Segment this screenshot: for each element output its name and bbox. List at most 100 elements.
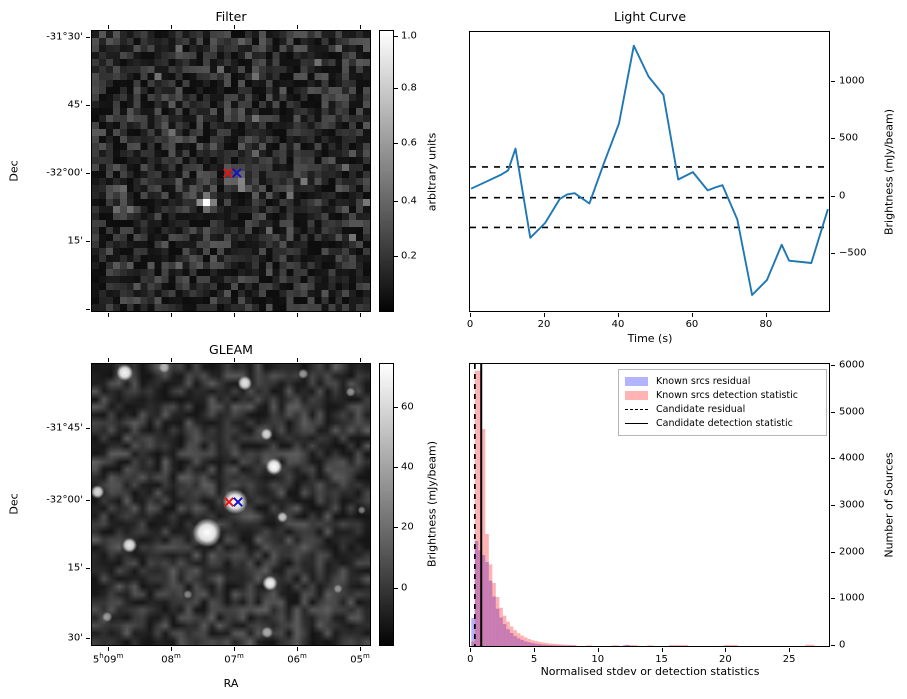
detection-stat-hist-bar — [520, 635, 524, 646]
tick-mark — [86, 638, 90, 640]
detection-stat-hist-bar — [537, 641, 542, 646]
tick-label: 60 — [401, 401, 414, 413]
x-marker — [231, 168, 242, 178]
tick-label: 25 — [782, 654, 796, 665]
tick-label: 0 — [466, 319, 474, 330]
detection-stat-hist-bar — [471, 641, 475, 646]
residual-hist-bar — [513, 635, 517, 646]
filter-ylabel: Dec — [7, 160, 21, 182]
tick-mark — [108, 647, 110, 651]
tick-mark — [297, 647, 299, 651]
tail-hist-bar — [625, 644, 638, 646]
tick-mark — [108, 313, 110, 317]
tick-label: 3000 — [839, 499, 865, 511]
tick-mark — [691, 313, 693, 317]
tick-mark — [394, 255, 398, 257]
tick-mark — [297, 313, 299, 317]
filter-image-panel — [91, 30, 371, 312]
tick-label: -31°45' — [46, 422, 83, 434]
tick-label: 2000 — [839, 546, 865, 558]
residual-hist-bar — [471, 618, 475, 646]
tick-mark — [831, 252, 835, 254]
detection-stat-hist-bar — [509, 626, 514, 646]
tick-mark — [831, 645, 835, 646]
tick-mark — [394, 406, 398, 408]
gleam-source-markers — [224, 497, 243, 507]
x-marker — [233, 497, 243, 507]
filter-colorbar-label: arbitrary units — [425, 132, 439, 212]
residual-hist-bar — [502, 624, 507, 646]
tick-label: 1.0 — [401, 30, 417, 42]
tick-mark — [831, 138, 835, 140]
tick-label: 15 — [655, 654, 668, 665]
tick-mark — [470, 648, 472, 652]
residual-hist-bar — [551, 645, 556, 646]
detection-stat-hist-bar — [569, 644, 573, 646]
gleam-colorbar-label: Brightness (mJy/beam) — [425, 440, 439, 568]
tick-mark — [831, 505, 835, 506]
tick-mark — [171, 313, 173, 317]
tick-label: 0.2 — [401, 250, 417, 262]
detection-stat-hist-bar — [565, 644, 570, 646]
filter-colorbar — [379, 30, 394, 312]
legend-label: Known srcs detection statistic — [656, 389, 798, 401]
tick-label: 40 — [401, 461, 414, 473]
detection-stat-hist-bar — [478, 370, 482, 646]
light-curve-title: Light Curve — [613, 9, 687, 24]
tick-mark — [86, 172, 90, 174]
tick-label: 0 — [401, 582, 408, 594]
tail-hist-bar — [586, 645, 593, 646]
tick-mark — [831, 365, 835, 366]
legend-item: Known srcs detection statistic — [625, 388, 820, 402]
residual-hist-bar — [506, 629, 510, 646]
histogram-legend: Known srcs residual Known srcs detection … — [618, 369, 827, 436]
tick-mark — [831, 458, 835, 460]
residual-hist-bar — [544, 644, 549, 646]
tail-hist-bar — [805, 644, 815, 646]
light-curve-line — [470, 44, 829, 296]
tick-mark — [725, 648, 727, 652]
tick-mark — [86, 105, 90, 106]
detection-stat-hist-bar — [485, 534, 489, 646]
tick-mark — [661, 648, 663, 652]
histogram-ylabel: Number of Sources — [882, 452, 896, 558]
detection-stat-hist-bar — [527, 639, 531, 646]
tick-mark — [234, 647, 236, 651]
tail-hist-bar — [623, 644, 630, 646]
detection-stat-hist-bar — [516, 633, 521, 646]
tail-hist-bar — [647, 645, 654, 646]
tick-mark — [831, 551, 835, 553]
tick-label: 60 — [685, 319, 699, 330]
tick-label: 15' — [67, 235, 83, 247]
residual-hist-bar — [488, 580, 493, 646]
tick-label: 06m — [287, 652, 307, 666]
legend-swatch-solid — [625, 423, 648, 425]
tick-mark — [108, 358, 110, 362]
tick-label: 07m — [224, 652, 244, 666]
tick-label: 30' — [67, 632, 83, 644]
tick-label: 4000 — [839, 452, 865, 464]
residual-hist-bar — [474, 541, 479, 646]
residual-hist-bar — [481, 555, 486, 646]
detection-stat-hist-bar — [506, 621, 510, 646]
tick-mark — [831, 81, 835, 83]
tick-mark — [86, 499, 90, 501]
tick-label: 40 — [611, 319, 625, 330]
tick-label: 0 — [839, 190, 846, 202]
tick-mark — [171, 358, 173, 362]
detection-stat-hist-bar — [541, 642, 545, 646]
residual-hist-bar — [485, 562, 489, 646]
residual-hist-bar — [509, 632, 514, 646]
tick-label: 20 — [537, 319, 551, 330]
light-curve-xlabel: Time (s) — [627, 332, 673, 345]
tick-mark — [360, 358, 362, 362]
x-marker — [224, 497, 234, 507]
tick-mark — [394, 35, 398, 37]
x-marker — [223, 168, 233, 178]
tick-label: 6000 — [839, 359, 865, 371]
gleam-title: GLEAM — [209, 342, 253, 357]
tick-mark — [86, 308, 90, 310]
tick-label: 0 — [839, 639, 846, 651]
detection-stat-hist-bar — [502, 615, 507, 646]
tick-mark — [831, 195, 835, 197]
